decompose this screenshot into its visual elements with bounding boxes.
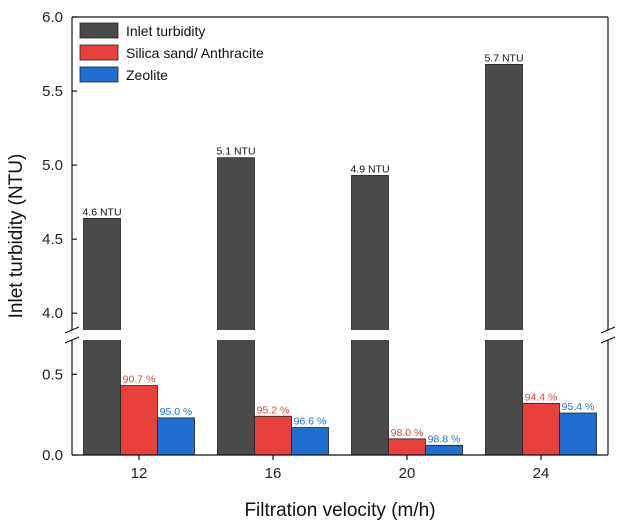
legend-label-0: Inlet turbidity — [126, 23, 205, 39]
bar-0-20 — [351, 175, 389, 456]
bar-0-16 — [217, 157, 255, 456]
data-label-2-12: 95.0 % — [160, 406, 193, 418]
bars-layer — [83, 63, 597, 456]
x-axis-title: Filtration velocity (m/h) — [244, 500, 435, 521]
bar-1-12 — [120, 385, 158, 456]
bar-2-24 — [559, 412, 597, 456]
axis-break-mark-right — [600, 326, 616, 344]
x-tick-label: 16 — [265, 465, 282, 482]
axis-break-mark-left — [64, 326, 80, 344]
y-tick-label: 6.0 — [42, 9, 63, 26]
data-labels-layer: 4.6 NTU 5.1 NTU 4.9 NTU 5.7 NTU 90.7 % 95.2 %… — [82, 52, 594, 445]
legend-label-2: Zeolite — [126, 67, 168, 83]
bar-0-24 — [485, 63, 523, 456]
axes-layer: 4.0 4.5 5.0 5.5 6.0 0.0 0.5 12 16 20 24 — [42, 9, 616, 482]
data-label-2-24: 95.4 % — [562, 401, 595, 413]
y-tick-label: 0.0 — [42, 447, 63, 464]
x-tick-label: 20 — [399, 465, 416, 482]
bar-1-20 — [388, 438, 426, 456]
legend-swatch-1 — [79, 44, 119, 61]
legend-label-1: Silica sand/ Anthracite — [126, 45, 264, 61]
y-tick-label: 4.5 — [42, 231, 63, 248]
data-label-1-20: 98.0 % — [391, 427, 424, 439]
y-tick-label: 0.5 — [42, 366, 63, 383]
bar-2-12 — [157, 417, 195, 456]
legend-swatch-2 — [79, 66, 119, 83]
x-tick-label: 24 — [533, 465, 550, 482]
data-label-1-12: 90.7 % — [123, 374, 156, 386]
y-tick-label: 5.5 — [42, 83, 63, 100]
bar-2-20 — [425, 444, 463, 456]
bar-1-24 — [522, 402, 560, 456]
y-tick-label: 4.0 — [42, 305, 63, 322]
data-label-0-24: 5.7 NTU — [484, 52, 523, 64]
bar-2-16 — [291, 427, 329, 456]
data-label-0-16: 5.1 NTU — [216, 146, 255, 158]
data-label-0-20: 4.9 NTU — [350, 163, 389, 175]
data-label-0-12: 4.6 NTU — [82, 206, 121, 218]
bar-1-16 — [254, 415, 292, 456]
data-label-1-16: 95.2 % — [257, 404, 290, 416]
data-label-2-20: 98.8 % — [428, 433, 461, 445]
x-tick-label: 12 — [131, 465, 148, 482]
data-label-1-24: 94.4 % — [525, 391, 558, 403]
y-tick-label: 5.0 — [42, 157, 63, 174]
legend-swatch-0 — [79, 22, 119, 39]
legend: Inlet turbidity Silica sand/ Anthracite Ze… — [79, 22, 264, 83]
data-label-2-16: 96.6 % — [294, 416, 327, 428]
axis-break-band — [72, 330, 608, 340]
y-axis-title: Inlet turbidity (NTU) — [6, 154, 27, 319]
